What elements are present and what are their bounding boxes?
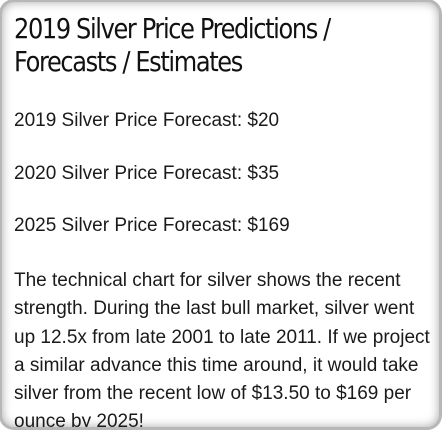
article-card: 2019 Silver Price Predictions / Forecast… — [2, 2, 439, 427]
forecast-2019: 2019 Silver Price Forecast: $20 — [14, 110, 280, 131]
article-paragraph: The technical chart for silver shows the… — [14, 270, 430, 427]
forecast-2025: 2025 Silver Price Forecast: $169 — [14, 215, 290, 236]
article-title: 2019 Silver Price Predictions / Forecast… — [14, 12, 331, 78]
forecast-2020: 2020 Silver Price Forecast: $35 — [14, 163, 280, 184]
article-content: 2019 Silver Price Predictions / Forecast… — [14, 12, 436, 427]
